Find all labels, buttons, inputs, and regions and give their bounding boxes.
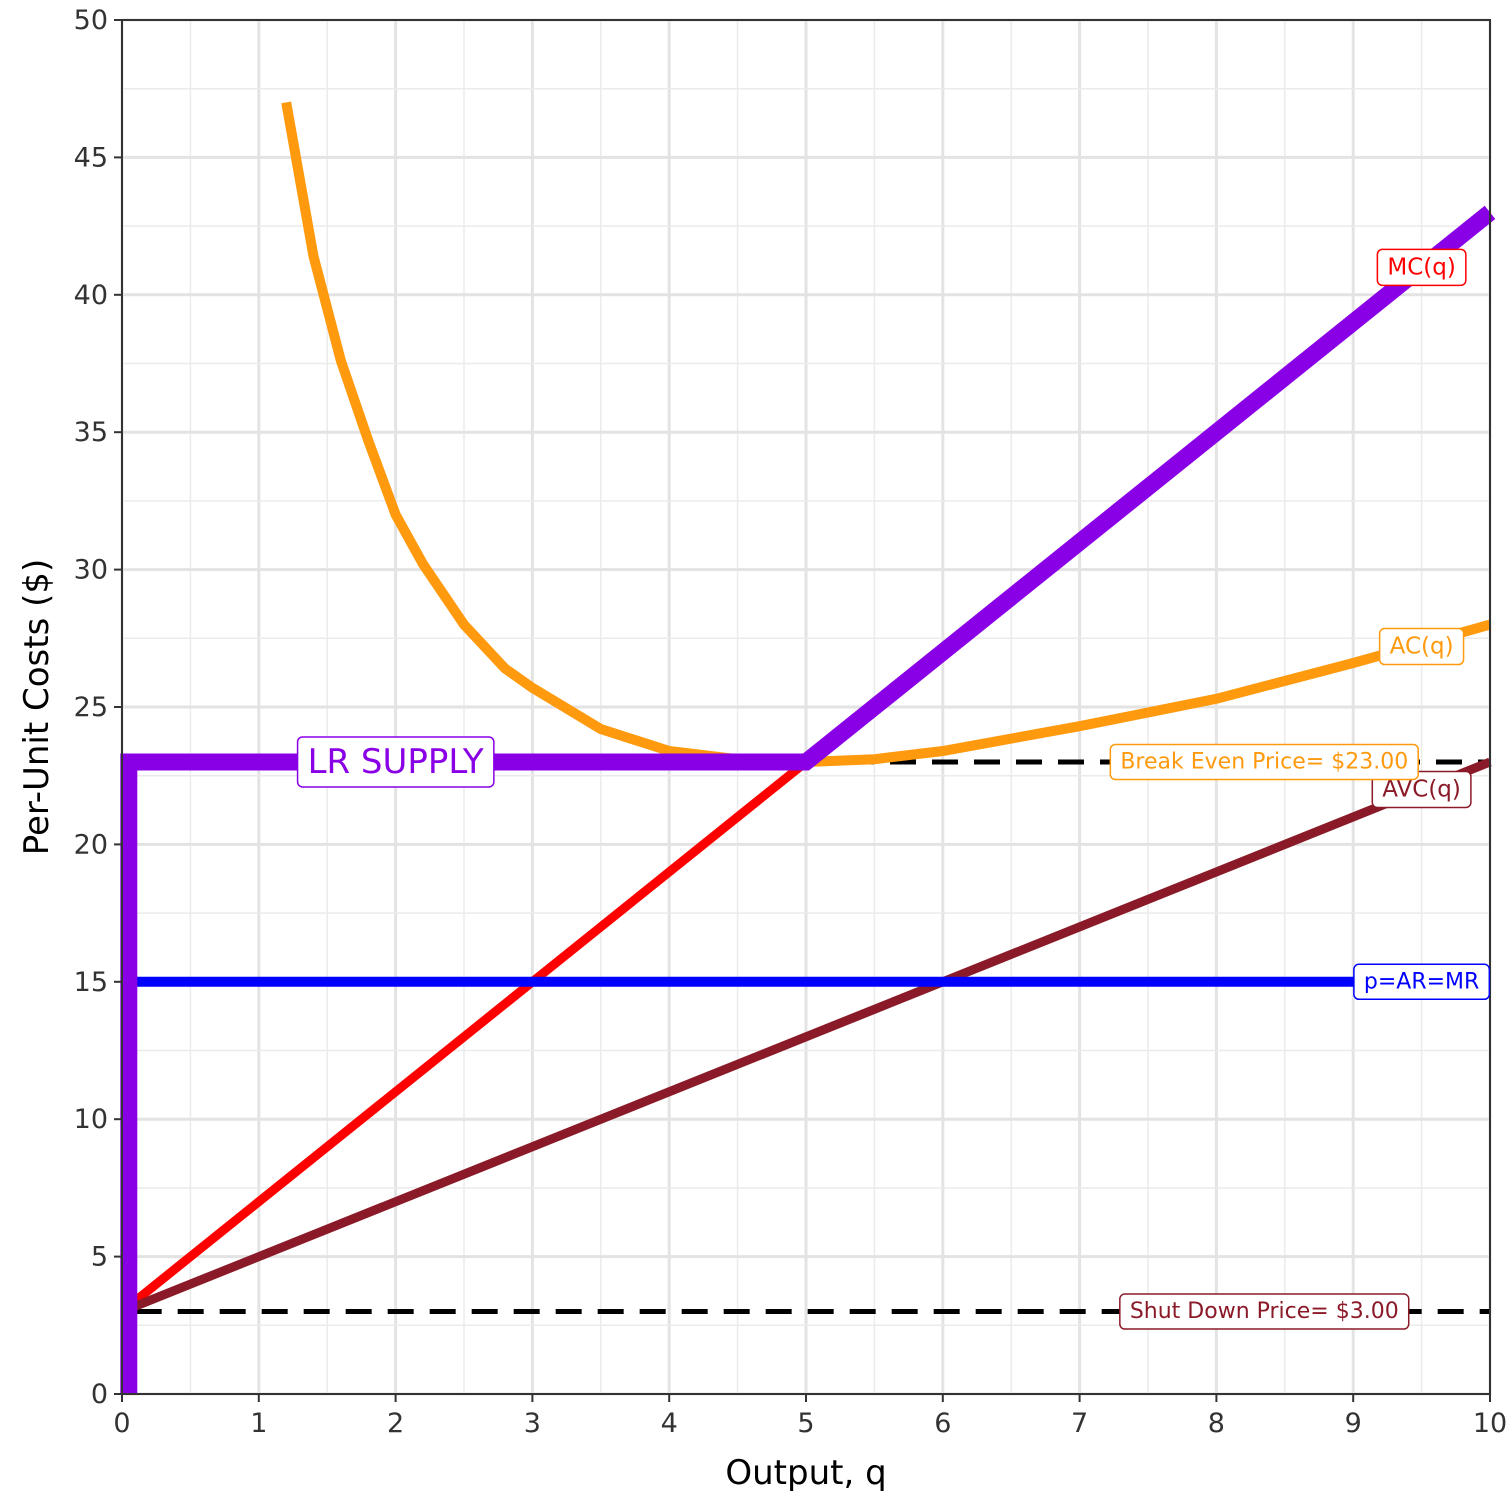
break-even-price-23-00-label-text: Break Even Price= $23.00 [1120, 749, 1408, 774]
grid [120, 18, 1492, 1396]
y-tick-label: 10 [74, 1104, 108, 1135]
shut-down-price-3-00-label: Shut Down Price= $3.00 [1119, 1293, 1410, 1330]
y-tick-label: 0 [91, 1379, 108, 1410]
x-tick-label: 3 [524, 1408, 541, 1439]
y-axis-title: Per-Unit Costs ($) [17, 559, 57, 856]
y-tick-label: 20 [74, 829, 108, 860]
curve-labels: MC(q) AC(q) AVC(q) p=AR=MR LR SUPPLY Break Ev… [296, 248, 1491, 1330]
x-tick-label: 4 [661, 1408, 678, 1439]
x-tick-label: 7 [1071, 1408, 1088, 1439]
mc-q-label-text: MC(q) [1387, 254, 1455, 280]
x-tick-label: 6 [934, 1408, 951, 1439]
x-axis-title: Output, q [725, 1453, 886, 1493]
lr-supply-label: LR SUPPLY [296, 736, 495, 788]
mc-q-label: MC(q) [1376, 248, 1467, 287]
ac-q-label: AC(q) [1378, 627, 1465, 666]
avc-q-line [134, 757, 1492, 1311]
x-tick-label: 5 [797, 1408, 814, 1439]
x-tick-label: 8 [1208, 1408, 1225, 1439]
y-tick-label: 30 [74, 555, 108, 586]
x-tick-label: 2 [387, 1408, 404, 1439]
x-tick-label: 1 [250, 1408, 267, 1439]
p-ar-mr-label: p=AR=MR [1353, 963, 1491, 1001]
y-tick-label: 35 [74, 417, 108, 448]
y-tick-label: 25 [74, 692, 108, 723]
break-even-price-23-00-label: Break Even Price= $23.00 [1109, 743, 1419, 781]
x-tick-label: 9 [1345, 1408, 1362, 1439]
avc-q-label: AVC(q) [1371, 770, 1472, 809]
mc-q-line [132, 758, 809, 1305]
y-tick-label: 50 [74, 5, 108, 36]
ac-q-label-text: AC(q) [1390, 634, 1454, 660]
y-tick-label: 15 [74, 967, 108, 998]
x-tick-label: 0 [113, 1408, 130, 1439]
y-tick-label: 5 [91, 1242, 108, 1273]
y-tick-label: 40 [74, 280, 108, 311]
y-tick-label: 45 [74, 142, 108, 173]
y-axis: 0 5 10 15 20 25 30 35 40 45 50 [74, 5, 122, 1410]
x-axis: 0 1 2 3 4 5 6 7 8 9 10 [113, 1394, 1507, 1439]
p-ar-mr-label-text: p=AR=MR [1364, 969, 1479, 994]
avc-q-label-text: AVC(q) [1382, 776, 1461, 802]
shut-down-price-3-00-label-text: Shut Down Price= $3.00 [1130, 1299, 1399, 1324]
lr-supply-label-text: LR SUPPLY [308, 742, 484, 782]
x-tick-label: 10 [1473, 1408, 1507, 1439]
ac-q-line [281, 101, 1492, 768]
